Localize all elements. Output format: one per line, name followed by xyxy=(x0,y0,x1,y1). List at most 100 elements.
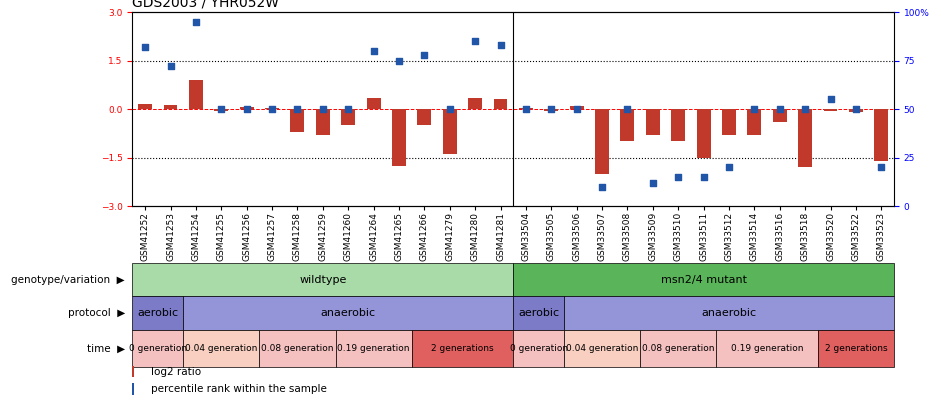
Point xyxy=(392,58,407,64)
Bar xyxy=(164,105,178,109)
Point xyxy=(823,96,838,103)
Point xyxy=(341,106,356,112)
Point xyxy=(797,106,813,112)
Point xyxy=(289,106,305,112)
Bar xyxy=(874,109,888,161)
Point xyxy=(366,48,381,54)
Point xyxy=(518,106,534,112)
Text: time  ▶: time ▶ xyxy=(87,343,125,353)
Bar xyxy=(367,98,380,109)
Bar xyxy=(519,108,533,109)
Bar xyxy=(513,296,564,330)
Bar xyxy=(569,106,584,109)
Bar xyxy=(259,330,336,367)
Bar xyxy=(132,296,184,330)
Point xyxy=(849,106,864,112)
Bar xyxy=(646,109,659,135)
Bar xyxy=(849,109,863,112)
Point xyxy=(696,174,711,180)
Text: msn2/4 mutant: msn2/4 mutant xyxy=(660,275,746,285)
Bar xyxy=(513,263,894,296)
Point xyxy=(188,19,203,25)
Bar xyxy=(798,109,812,167)
Point xyxy=(417,51,432,58)
Bar xyxy=(132,366,134,377)
Bar xyxy=(747,109,762,135)
Bar xyxy=(132,263,513,296)
Point xyxy=(214,106,229,112)
Text: wildtype: wildtype xyxy=(299,275,346,285)
Bar xyxy=(412,330,513,367)
Point xyxy=(163,63,178,70)
Bar xyxy=(132,383,134,394)
Point xyxy=(239,106,254,112)
Bar xyxy=(513,330,564,367)
Bar xyxy=(824,109,837,111)
Point xyxy=(569,106,585,112)
Bar xyxy=(443,109,457,154)
Point xyxy=(620,106,635,112)
Point xyxy=(874,164,889,171)
Bar xyxy=(239,107,254,109)
Point xyxy=(645,180,660,186)
Bar xyxy=(564,296,894,330)
Point xyxy=(594,183,609,190)
Text: 0.08 generation: 0.08 generation xyxy=(642,344,714,353)
Text: 0.19 generation: 0.19 generation xyxy=(338,344,410,353)
Text: percentile rank within the sample: percentile rank within the sample xyxy=(151,384,327,394)
Text: anaerobic: anaerobic xyxy=(321,308,376,318)
Point xyxy=(493,42,508,48)
Text: aerobic: aerobic xyxy=(518,308,559,318)
Text: 0 generation: 0 generation xyxy=(510,344,568,353)
Text: 0.19 generation: 0.19 generation xyxy=(731,344,803,353)
Text: 0 generation: 0 generation xyxy=(129,344,187,353)
Point xyxy=(137,44,152,50)
Bar xyxy=(138,104,152,109)
Bar xyxy=(184,296,513,330)
Bar xyxy=(342,109,355,125)
Point xyxy=(671,174,686,180)
Bar xyxy=(696,109,710,158)
Text: 2 generations: 2 generations xyxy=(431,344,494,353)
Bar xyxy=(336,330,412,367)
Point xyxy=(467,38,482,45)
Bar xyxy=(640,330,716,367)
Bar xyxy=(564,330,640,367)
Point xyxy=(442,106,457,112)
Bar xyxy=(417,109,431,125)
Bar xyxy=(722,109,736,135)
Bar xyxy=(265,108,279,109)
Text: protocol  ▶: protocol ▶ xyxy=(67,308,125,318)
Bar xyxy=(316,109,330,135)
Bar xyxy=(773,109,787,122)
Bar xyxy=(189,80,202,109)
Bar xyxy=(672,109,685,141)
Text: log2 ratio: log2 ratio xyxy=(151,367,201,377)
Bar xyxy=(290,109,305,132)
Text: 2 generations: 2 generations xyxy=(825,344,887,353)
Bar xyxy=(392,109,406,166)
Point xyxy=(746,106,762,112)
Text: anaerobic: anaerobic xyxy=(701,308,757,318)
Text: GDS2003 / YHR052W: GDS2003 / YHR052W xyxy=(132,0,279,10)
Bar xyxy=(544,109,558,111)
Point xyxy=(544,106,559,112)
Bar xyxy=(817,330,894,367)
Bar xyxy=(494,100,507,109)
Bar xyxy=(716,330,817,367)
Bar xyxy=(132,330,184,367)
Bar xyxy=(595,109,609,174)
Text: aerobic: aerobic xyxy=(137,308,179,318)
Point xyxy=(315,106,330,112)
Point xyxy=(722,164,737,171)
Bar xyxy=(621,109,635,141)
Bar xyxy=(184,330,259,367)
Bar xyxy=(215,109,228,111)
Text: genotype/variation  ▶: genotype/variation ▶ xyxy=(11,275,125,285)
Text: 0.04 generation: 0.04 generation xyxy=(566,344,639,353)
Point xyxy=(772,106,787,112)
Point xyxy=(265,106,280,112)
Text: 0.08 generation: 0.08 generation xyxy=(261,344,334,353)
Bar xyxy=(468,98,482,109)
Text: 0.04 generation: 0.04 generation xyxy=(185,344,257,353)
